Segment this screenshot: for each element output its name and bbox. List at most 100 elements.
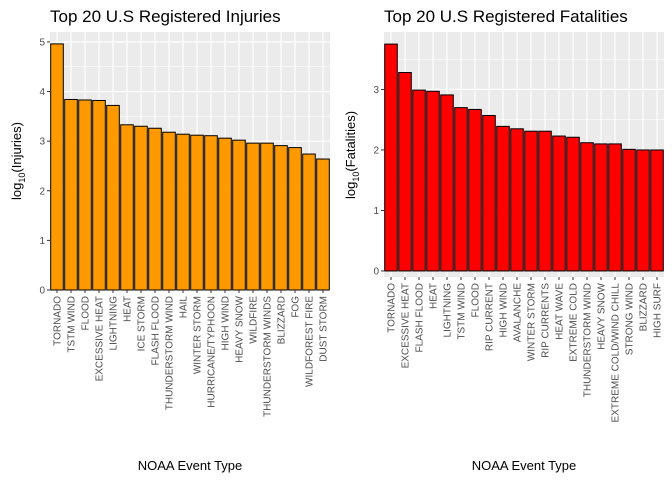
left-chart-title: Top 20 U.S Registered Injuries: [50, 7, 281, 26]
left-bar: [176, 133, 190, 291]
right-x-tick-label: TORNADO: [387, 283, 398, 333]
right-x-tick-label: STRONG WIND: [625, 283, 636, 355]
left-bar: [78, 99, 92, 291]
right-x-tick-label: EXCESSIVE HEAT: [401, 283, 412, 368]
left-x-tick-label: WILDFOREST FIRE: [305, 296, 316, 387]
left-y-tick-label: 4: [39, 87, 45, 98]
right-y-tick-label: 0: [373, 266, 379, 277]
left-x-tick-label: THUNDERSTORM WINDS: [263, 296, 274, 417]
right-x-tick-label: HEAT WAVE: [555, 283, 566, 340]
right-x-ticks: TORNADO EXCESSIVE HEAT FLASH FLOOD HEAT LIGH…: [387, 277, 664, 422]
right-x-tick-label: HEAVY SNOW: [597, 282, 608, 349]
left-bar: [260, 142, 274, 291]
left-bar: [148, 127, 162, 291]
right-x-tick-label: TSTM WIND: [457, 283, 468, 340]
left-bar: [106, 104, 120, 291]
left-x-tick-label: LIGHTNING: [109, 296, 120, 351]
right-bar: [608, 143, 622, 272]
left-bar: [316, 158, 330, 291]
right-x-tick-label: RIP CURRENTS: [541, 283, 552, 358]
right-bar: [524, 130, 538, 272]
left-bars: [50, 43, 330, 291]
left-x-tick-label: BLIZZARD: [277, 296, 288, 344]
right-x-axis-title: NOAA Event Type: [472, 458, 577, 473]
left-bar: [232, 139, 246, 291]
left-bar: [120, 124, 134, 291]
right-y-tick-label: 3: [373, 85, 379, 96]
left-bar: [274, 145, 288, 291]
right-bar: [384, 43, 398, 272]
left-x-ticks: TORNADO TSTM WIND FLOOD EXCESSIVE HEAT LIGHT…: [53, 290, 330, 417]
right-x-tick-label: HIGH WIND: [499, 283, 510, 337]
right-bar: [496, 125, 510, 272]
left-x-tick-label: THUNDERSTORM WIND: [165, 296, 176, 410]
left-bar: [134, 125, 148, 291]
right-y-axis-title-base: log: [343, 182, 358, 199]
right-bar: [440, 94, 454, 272]
left-x-tick-label: FLOOD: [81, 296, 92, 330]
left-x-tick-label: TSTM WIND: [67, 296, 78, 353]
left-y-axis-title-rest: (Injuries): [9, 122, 24, 173]
right-bar: [538, 130, 552, 272]
left-bar: [302, 153, 316, 291]
left-x-tick-label: FOG: [291, 296, 302, 318]
left-bar: [190, 134, 204, 291]
left-y-tick-label: 0: [39, 286, 45, 297]
right-y-axis-title-sub: 10: [351, 172, 361, 182]
left-bar: [218, 137, 232, 291]
right-x-tick-label: LIGHTNING: [443, 283, 454, 338]
left-x-tick-label: EXCESSIVE HEAT: [95, 296, 106, 381]
right-x-tick-label: THUNDERSTORM WIND: [583, 283, 594, 397]
left-y-axis-title: log10(Injuries): [9, 122, 27, 200]
right-bar: [454, 107, 468, 272]
left-bar: [92, 99, 106, 291]
left-bar: [64, 98, 78, 291]
left-y-ticks: 0 1 2 3 4 5: [39, 37, 50, 297]
left-x-tick-label: DUST STORM: [319, 296, 330, 362]
right-x-tick-label: HEAT: [429, 283, 440, 309]
left-x-tick-label: TORNADO: [53, 296, 64, 346]
right-bar: [482, 114, 496, 272]
left-y-tick-label: 5: [39, 37, 45, 48]
right-bar: [468, 108, 482, 272]
right-x-tick-label: RIP CURRENT: [485, 283, 496, 351]
right-plot-panel: [384, 32, 664, 277]
right-bar: [398, 72, 412, 272]
left-y-tick-label: 3: [39, 137, 45, 148]
right-x-tick-label: BLIZZARD: [639, 283, 650, 331]
left-bar: [204, 135, 218, 291]
right-bar: [412, 89, 426, 272]
right-bar: [552, 135, 566, 272]
right-x-tick-label: HIGH SURF: [653, 283, 664, 338]
right-bar: [650, 149, 664, 272]
right-bar: [426, 90, 440, 272]
right-bars: [384, 43, 664, 272]
left-x-tick-label: HURRICANE/TYPHOON: [207, 296, 218, 408]
right-y-tick-label: 1: [373, 206, 379, 217]
right-y-axis-title-rest: (Fatalities): [343, 111, 358, 172]
left-x-tick-label: WILDFIRE: [249, 296, 260, 344]
right-y-ticks: 0 1 2 3: [373, 85, 384, 277]
left-x-tick-label: HEAVY SNOW: [235, 295, 246, 362]
right-x-tick-label: WINTER STORM: [527, 283, 538, 361]
left-x-axis-title: NOAA Event Type: [138, 458, 243, 473]
right-bar: [636, 149, 650, 272]
left-x-tick-label: HEAT: [123, 296, 134, 322]
left-y-tick-label: 1: [39, 236, 45, 247]
left-bar: [50, 43, 64, 291]
right-x-tick-label: FLOOD: [471, 283, 482, 317]
left-x-tick-label: WINTER STORM: [193, 296, 204, 374]
left-y-axis-title-sub: 10: [17, 173, 27, 183]
right-bar: [622, 148, 636, 272]
left-y-axis-title-base: log: [9, 183, 24, 200]
left-x-tick-label: ICE STORM: [137, 296, 148, 351]
left-bar: [246, 142, 260, 291]
left-y-tick-label: 2: [39, 186, 45, 197]
right-chart-title: Top 20 U.S Registered Fatalities: [384, 7, 628, 26]
left-plot-panel: [50, 32, 330, 290]
right-bar: [594, 143, 608, 272]
left-x-tick-label: HAIL: [179, 296, 190, 319]
right-x-tick-label: EXTREME COLD: [569, 283, 580, 362]
